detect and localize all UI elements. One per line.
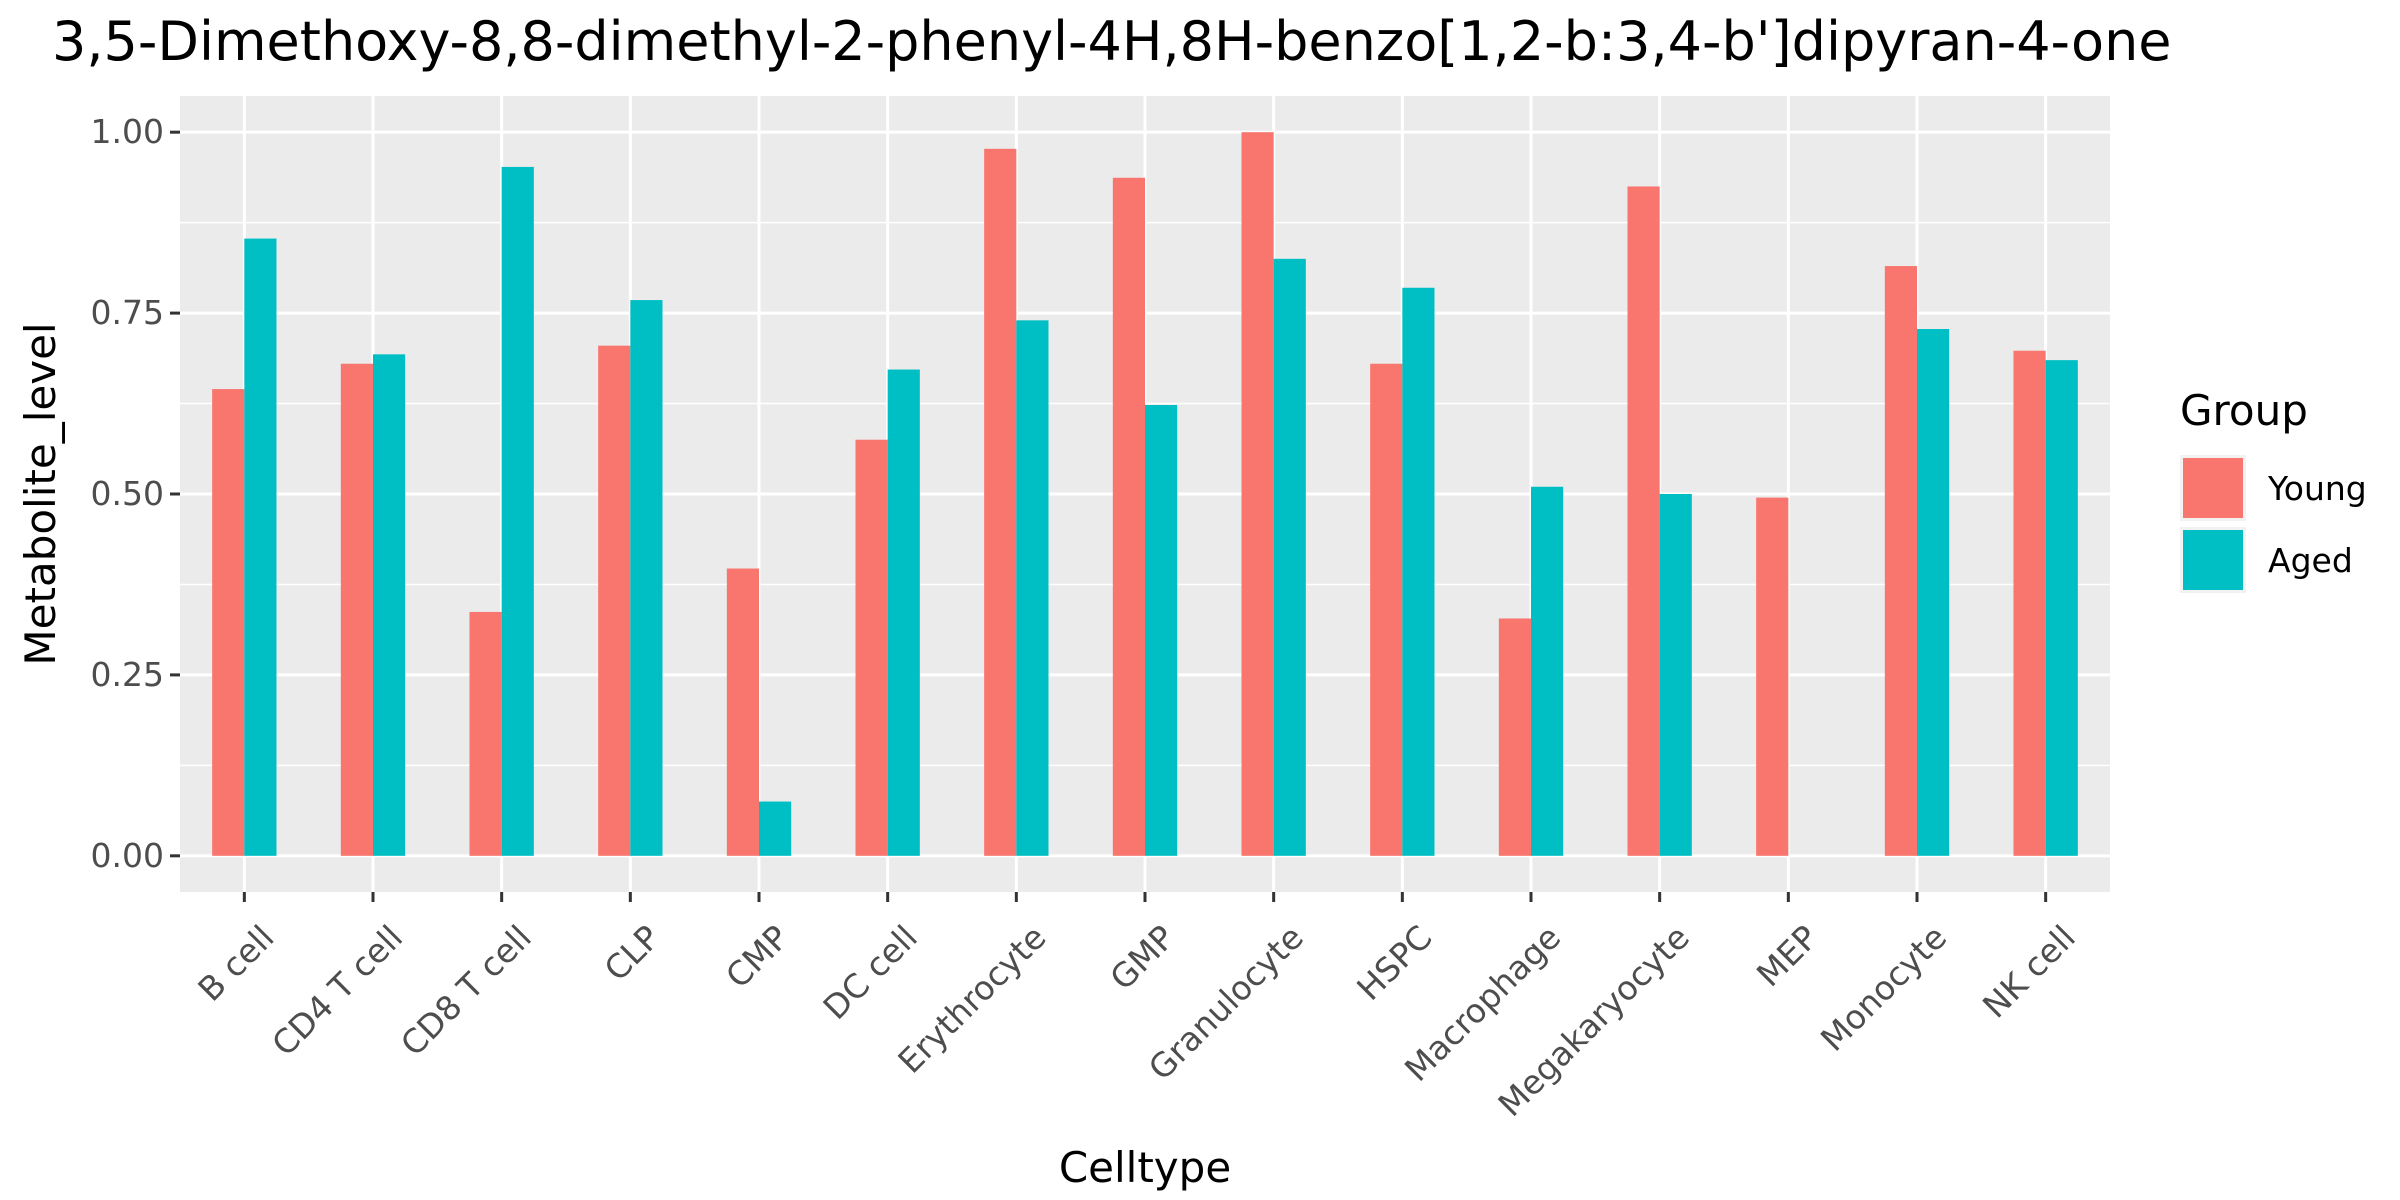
bar-aged <box>630 300 663 856</box>
bar-aged <box>1273 258 1306 856</box>
bar-young <box>598 345 631 856</box>
bar-young <box>469 611 502 856</box>
x-tick-label: B cell <box>190 918 281 1009</box>
bar-aged <box>1659 494 1692 856</box>
bar-aged <box>759 801 792 856</box>
legend-label: Young <box>2267 469 2367 508</box>
x-tick-label: CMP <box>718 918 796 996</box>
bar-young <box>340 363 373 856</box>
x-tick-label: GMP <box>1102 918 1182 998</box>
bar-aged <box>887 369 920 856</box>
y-tick-label: 0.75 <box>91 293 164 332</box>
bar-aged <box>501 166 534 856</box>
bar-aged <box>2045 360 2078 856</box>
bar-young <box>1370 363 1403 856</box>
bar-aged <box>1531 486 1564 856</box>
legend-key-young <box>2183 458 2243 518</box>
y-tick-label: 0.50 <box>91 474 164 513</box>
bar-aged <box>1145 404 1178 856</box>
bar-young <box>1241 132 1274 856</box>
bar-aged <box>1917 329 1950 856</box>
bar-young <box>1498 618 1531 856</box>
y-tick-label: 0.25 <box>91 655 164 694</box>
x-tick-label: MEP <box>1749 918 1826 995</box>
legend: Group Young Aged <box>2180 386 2367 593</box>
chart-title: 3,5-Dimethoxy-8,8-dimethyl-2-phenyl-4H,8… <box>52 10 2172 73</box>
x-tick-label: DC cell <box>815 918 924 1027</box>
bar-aged <box>1402 287 1435 856</box>
bar-young <box>984 148 1017 856</box>
bars <box>212 132 2078 856</box>
y-axis: 0.00 0.25 0.50 0.75 1.00 <box>91 112 180 875</box>
x-tick-label: NK cell <box>1975 918 2083 1026</box>
bar-young <box>1627 186 1660 856</box>
legend-label: Aged <box>2268 541 2353 580</box>
bar-young <box>1756 497 1789 856</box>
x-tick-label: CD8 T cell <box>393 918 539 1064</box>
bar-young <box>855 439 888 856</box>
bar-young <box>2013 350 2046 856</box>
bar-aged <box>244 238 277 856</box>
bar-young <box>1884 266 1917 856</box>
x-axis-title: Celltype <box>1059 1143 1231 1192</box>
x-tick-label: CD4 T cell <box>264 918 410 1064</box>
y-axis-title: Metabolite_level <box>16 322 65 665</box>
bar-young <box>726 568 759 856</box>
x-tick-label: Monocyte <box>1813 918 1954 1059</box>
bar-aged <box>373 354 406 856</box>
bar-young <box>1112 177 1145 856</box>
y-tick-label: 0.00 <box>91 836 164 875</box>
bar-aged <box>1016 320 1049 856</box>
legend-title: Group <box>2180 386 2308 435</box>
x-tick-label: CLP <box>597 918 668 989</box>
x-tick-label: HSPC <box>1349 918 1439 1008</box>
bar-young <box>212 389 245 856</box>
y-tick-label: 1.00 <box>91 112 164 151</box>
legend-key-aged <box>2183 530 2243 590</box>
